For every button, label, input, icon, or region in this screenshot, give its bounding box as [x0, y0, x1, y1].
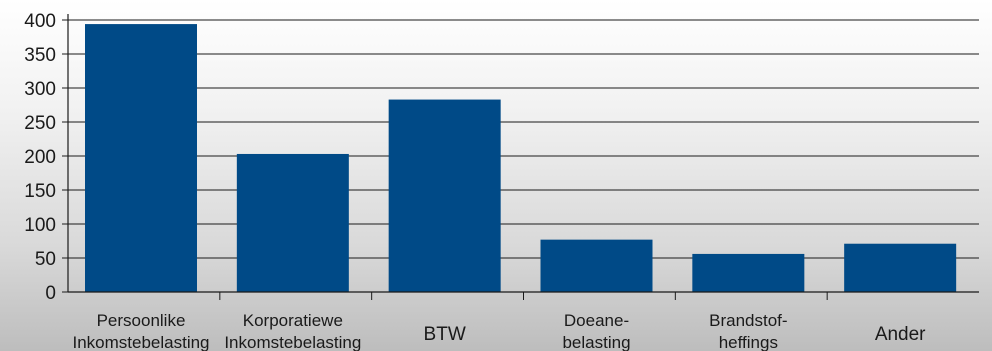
y-tick-label: 150 — [24, 181, 56, 202]
x-category-labels: Persoonlike Inkomstebelasting Korporatiewe… — [72, 311, 926, 351]
y-tick-label: 350 — [24, 45, 56, 66]
x-category-label: Brandstof-heffings — [709, 311, 787, 351]
y-tick-label: 300 — [24, 79, 56, 100]
y-tick-label: 200 — [24, 147, 56, 168]
axes — [67, 14, 979, 300]
y-tick-label: 50 — [35, 249, 56, 270]
gridlines — [62, 19, 979, 293]
y-tick-labels: 0 50 100 150 200 250 300 350 400 — [24, 11, 56, 304]
y-tick-label: 100 — [24, 215, 56, 236]
bar — [388, 99, 501, 292]
y-tick-label: 400 — [24, 11, 56, 32]
x-category-label: BTW — [424, 324, 466, 345]
y-tick-label: 250 — [24, 113, 56, 134]
x-category-label: Persoonlike Inkomstebelasting — [72, 311, 209, 351]
bar — [844, 243, 957, 292]
x-category-label: Korporatiewe Inkomstebelasting — [224, 311, 361, 351]
bar — [85, 24, 197, 293]
bar — [692, 253, 805, 292]
y-tick-label: 0 — [45, 283, 56, 304]
x-category-label: Ander — [875, 324, 926, 345]
bar — [236, 153, 349, 292]
x-category-label: Doeane-belasting — [562, 311, 630, 351]
bars — [85, 24, 957, 293]
bar — [540, 239, 653, 292]
